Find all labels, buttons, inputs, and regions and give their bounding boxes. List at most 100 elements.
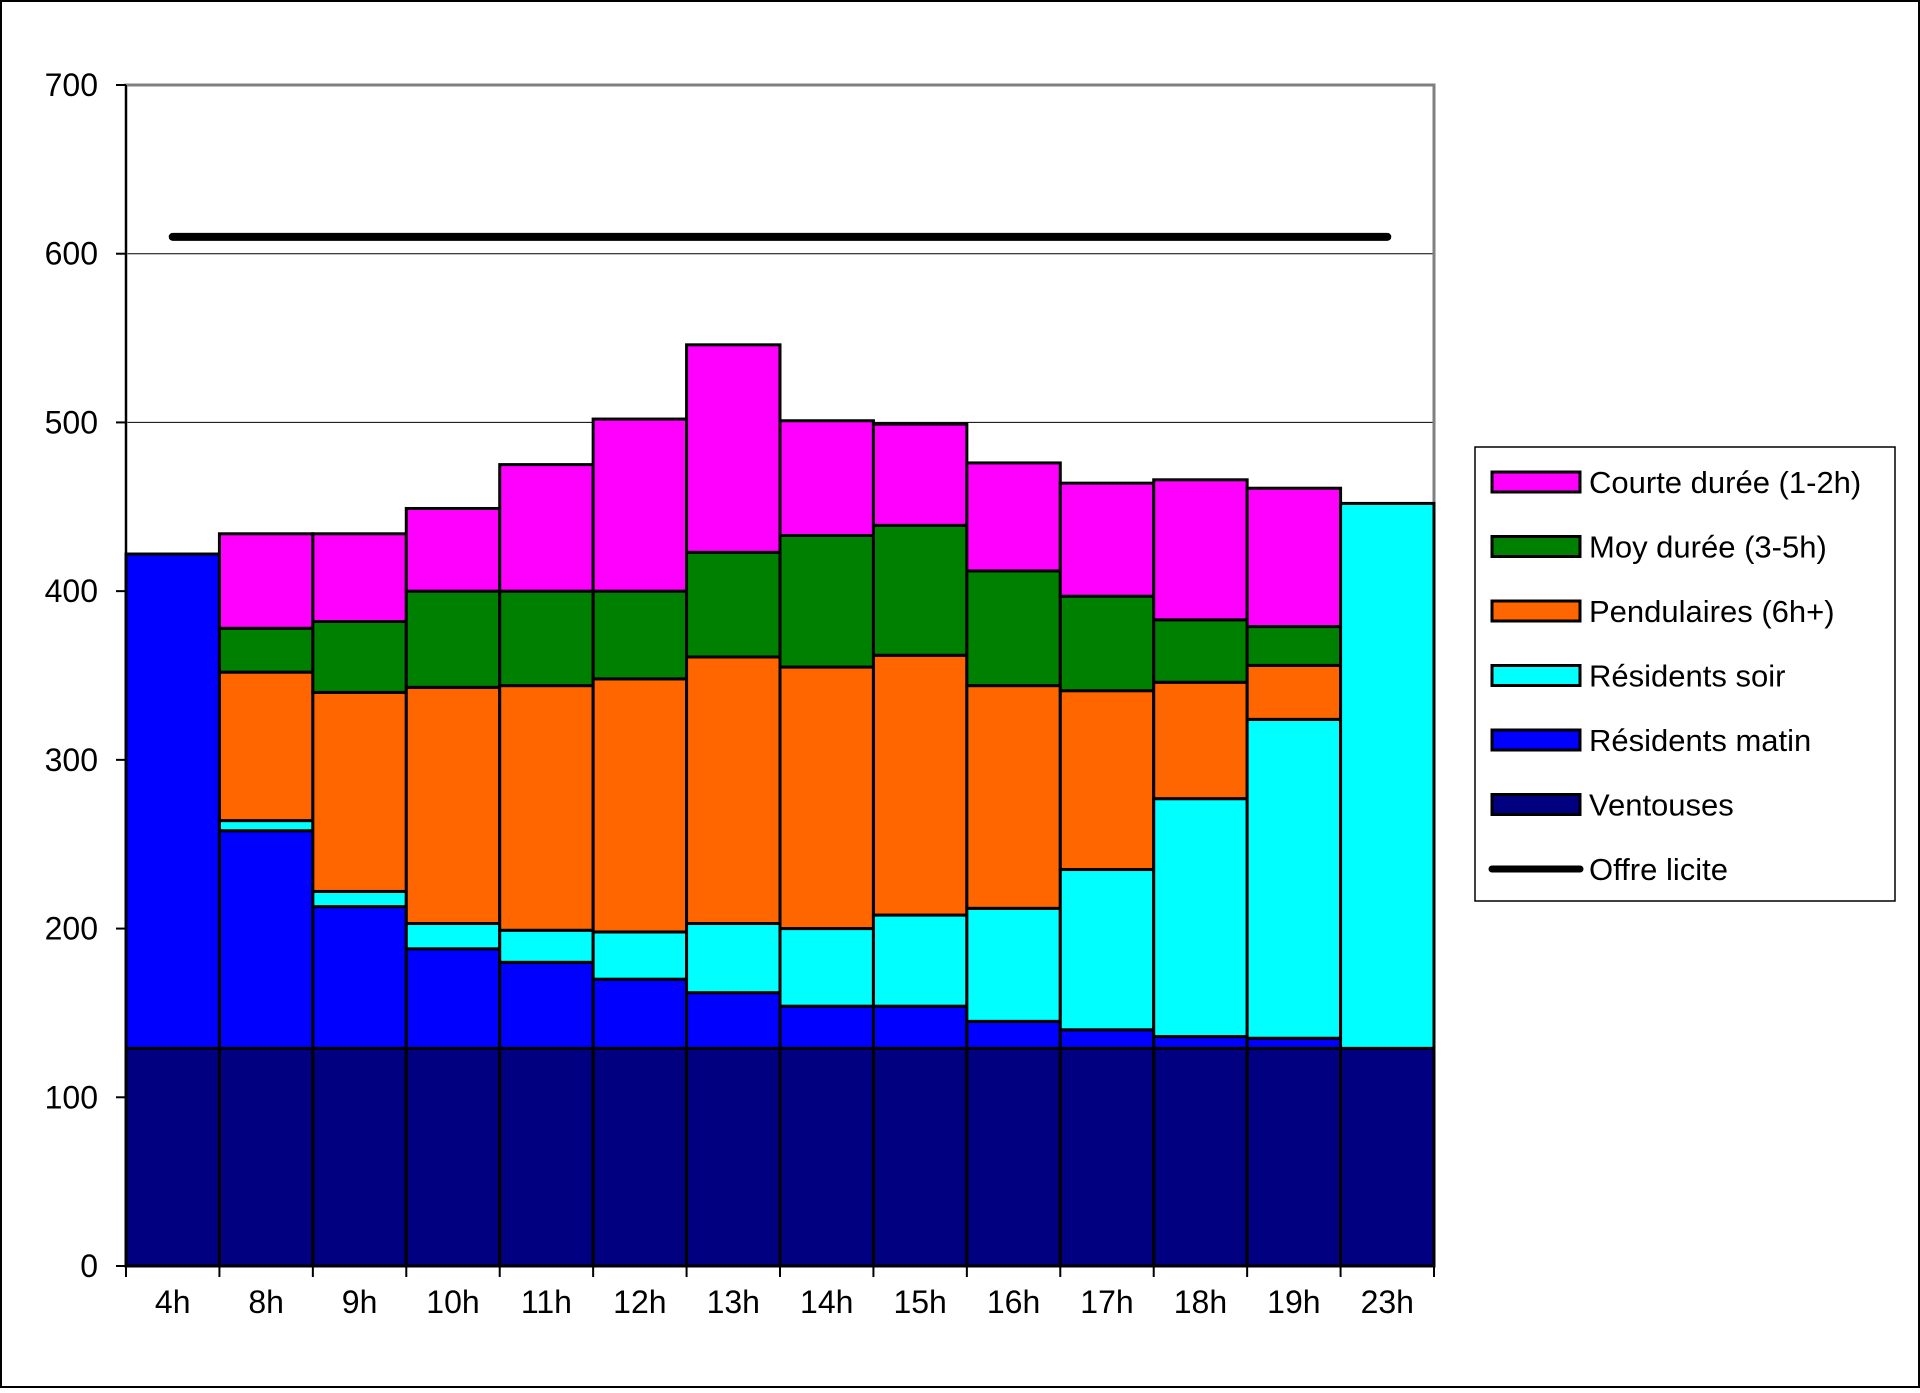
bar-16h-courte-duree-1-2h bbox=[965, 461, 1062, 573]
bar-19h-pendulaires-6h bbox=[1245, 663, 1343, 721]
bar-19h-residents-matin bbox=[1245, 1036, 1343, 1050]
x-tick-label-9h: 9h bbox=[342, 1284, 378, 1320]
bar-9h-pendulaires-6h bbox=[311, 690, 408, 893]
bar-16h-residents-matin bbox=[965, 1019, 1062, 1050]
bar-9h-moy-duree-3-5h bbox=[311, 620, 408, 694]
legend-swatch-moy-duree-3-5h bbox=[1490, 535, 1582, 558]
bar-14h-residents-matin bbox=[778, 1004, 875, 1050]
x-tick-label-10h: 10h bbox=[426, 1284, 479, 1320]
bar-17h-courte-duree-1-2h bbox=[1058, 481, 1156, 598]
bar-11h-ventouses bbox=[498, 1046, 595, 1268]
x-tick-label-8h: 8h bbox=[248, 1284, 284, 1320]
bar-19h-residents-soir bbox=[1245, 717, 1343, 1040]
bar-14h-ventouses bbox=[778, 1046, 875, 1268]
bar-12h-courte-duree-1-2h bbox=[591, 417, 689, 593]
legend-label-courte-duree-1-2h: Courte durée (1-2h) bbox=[1589, 465, 1861, 500]
legend-label-residents-soir: Résidents soir bbox=[1589, 659, 1785, 694]
bar-17h-ventouses bbox=[1058, 1046, 1156, 1268]
bar-18h-courte-duree-1-2h bbox=[1152, 478, 1249, 622]
legend-label-moy-duree-3-5h: Moy durée (3-5h) bbox=[1589, 530, 1827, 565]
bar-18h-pendulaires-6h bbox=[1152, 680, 1249, 801]
bar-12h-pendulaires-6h bbox=[591, 677, 689, 934]
legend-swatch-ventouses bbox=[1490, 793, 1582, 816]
bar-9h-courte-duree-1-2h bbox=[311, 532, 408, 624]
y-tick-label-700: 700 bbox=[45, 67, 98, 103]
bar-14h-moy-duree-3-5h bbox=[778, 533, 875, 669]
bar-8h-courte-duree-1-2h bbox=[217, 532, 315, 630]
x-tick-label-15h: 15h bbox=[893, 1284, 946, 1320]
bar-19h-moy-duree-3-5h bbox=[1245, 625, 1343, 667]
x-tick-label-12h: 12h bbox=[613, 1284, 666, 1320]
x-tick-label-19h: 19h bbox=[1267, 1284, 1320, 1320]
bar-18h-ventouses bbox=[1152, 1046, 1249, 1268]
bar-11h-pendulaires-6h bbox=[498, 684, 595, 932]
bar-13h-moy-duree-3-5h bbox=[685, 550, 782, 659]
bar-18h-residents-soir bbox=[1152, 797, 1249, 1039]
bar-23h-residents-soir bbox=[1339, 501, 1436, 1050]
legend: Courte durée (1-2h) Moy durée (3-5h) Pendu… bbox=[1474, 446, 1896, 902]
bar-10h-residents-matin bbox=[404, 947, 502, 1050]
axes: 0 100 200 300 400 500 600 700 4h 8h 9h 10h 11h 12h 13h… bbox=[45, 67, 1435, 1320]
x-tick-label-4h: 4h bbox=[155, 1284, 191, 1320]
bar-9h-residents-soir bbox=[311, 889, 408, 909]
y-tick-label-400: 400 bbox=[45, 573, 98, 609]
bar-15h-moy-duree-3-5h bbox=[871, 523, 969, 657]
bar-17h-residents-soir bbox=[1058, 868, 1156, 1032]
y-tick-label-600: 600 bbox=[45, 236, 98, 272]
bar-4h-ventouses bbox=[124, 1046, 221, 1268]
bar-18h-moy-duree-3-5h bbox=[1152, 618, 1249, 684]
legend-swatch-residents-matin bbox=[1490, 728, 1582, 752]
legend-label-offre-licite: Offre licite bbox=[1589, 852, 1728, 887]
bar-13h-residents-soir bbox=[685, 922, 782, 995]
bar-15h-courte-duree-1-2h bbox=[871, 422, 969, 527]
bar-16h-residents-soir bbox=[965, 906, 1062, 1023]
bar-16h-moy-duree-3-5h bbox=[965, 569, 1062, 688]
bar-17h-moy-duree-3-5h bbox=[1058, 594, 1156, 693]
bar-14h-residents-soir bbox=[778, 927, 875, 1008]
bar-12h-residents-matin bbox=[591, 977, 689, 1050]
legend-swatch-courte-duree-1-2h bbox=[1490, 470, 1582, 494]
bar-8h-residents-matin bbox=[217, 829, 315, 1050]
x-tick-label-13h: 13h bbox=[707, 1284, 760, 1320]
y-tick-label-200: 200 bbox=[45, 911, 98, 947]
bar-8h-ventouses bbox=[217, 1046, 315, 1268]
bar-12h-moy-duree-3-5h bbox=[591, 589, 689, 681]
bar-14h-pendulaires-6h bbox=[778, 665, 875, 931]
y-tick-label-500: 500 bbox=[45, 404, 98, 440]
bar-15h-residents-matin bbox=[871, 1004, 969, 1050]
bar-16h-pendulaires-6h bbox=[965, 684, 1062, 910]
legend-label-residents-matin: Résidents matin bbox=[1589, 723, 1811, 758]
bar-19h-ventouses bbox=[1245, 1046, 1343, 1268]
bar-10h-ventouses bbox=[404, 1046, 502, 1268]
legend-label-ventouses: Ventouses bbox=[1589, 788, 1734, 823]
bar-10h-residents-soir bbox=[404, 922, 502, 951]
bar-11h-moy-duree-3-5h bbox=[498, 589, 595, 688]
bar-19h-courte-duree-1-2h bbox=[1245, 486, 1343, 629]
bar-13h-ventouses bbox=[685, 1046, 782, 1268]
bar-10h-moy-duree-3-5h bbox=[404, 589, 502, 689]
bars bbox=[124, 343, 1436, 1268]
y-tick-label-300: 300 bbox=[45, 742, 98, 778]
legend-swatch-pendulaires-6h bbox=[1490, 599, 1582, 623]
bar-14h-courte-duree-1-2h bbox=[778, 419, 875, 537]
bar-8h-moy-duree-3-5h bbox=[217, 626, 315, 674]
x-tick-label-11h: 11h bbox=[521, 1284, 572, 1320]
bar-8h-pendulaires-6h bbox=[217, 670, 315, 823]
bar-15h-residents-soir bbox=[871, 913, 969, 1008]
legend-label-pendulaires-6h: Pendulaires (6h+) bbox=[1589, 594, 1835, 629]
bar-18h-residents-matin bbox=[1152, 1035, 1249, 1050]
x-tick-label-16h: 16h bbox=[987, 1284, 1040, 1320]
bar-15h-pendulaires-6h bbox=[871, 653, 969, 917]
bar-12h-ventouses bbox=[591, 1046, 689, 1268]
bar-15h-ventouses bbox=[871, 1046, 969, 1268]
legend-swatch-residents-soir bbox=[1490, 664, 1582, 687]
bar-23h-ventouses bbox=[1339, 1046, 1436, 1268]
bar-11h-residents-matin bbox=[498, 960, 595, 1050]
bar-4h-residents-matin bbox=[124, 552, 221, 1050]
bar-11h-courte-duree-1-2h bbox=[498, 463, 595, 593]
x-tick-label-14h: 14h bbox=[800, 1284, 853, 1320]
x-tick-label-23h: 23h bbox=[1361, 1284, 1414, 1320]
bar-13h-courte-duree-1-2h bbox=[685, 343, 782, 554]
